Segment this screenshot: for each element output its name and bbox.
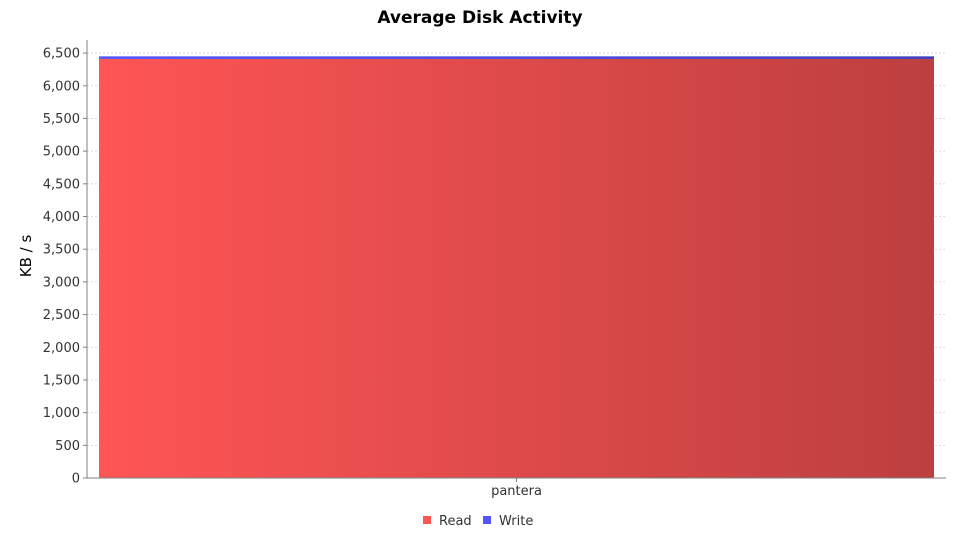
- y-tick-label: 2,000: [43, 341, 80, 356]
- y-tick-label: 5,000: [43, 145, 80, 160]
- legend-label-read: Read: [439, 514, 472, 529]
- y-tick-label: 3,500: [43, 243, 80, 258]
- x-tick-label: pantera: [491, 484, 542, 499]
- y-tick-label: 5,500: [43, 112, 80, 127]
- y-ticks: 0 500 1,000 1,500 2,000 2,500 3,000 3,500 4,000 4…: [43, 47, 87, 487]
- y-tick-label: 6,500: [43, 47, 80, 62]
- legend-swatch-write: [483, 516, 491, 524]
- y-tick-label: 2,500: [43, 308, 80, 323]
- chart-title: Average Disk Activity: [377, 8, 582, 28]
- y-axis-label: KB / s: [17, 235, 35, 278]
- y-tick-label: 3,000: [43, 275, 80, 290]
- legend: Read Write: [423, 514, 533, 529]
- legend-swatch-read: [423, 516, 431, 524]
- y-tick-label: 4,000: [43, 210, 80, 225]
- y-tick-label: 6,000: [43, 79, 80, 94]
- y-tick-label: 1,500: [43, 373, 80, 388]
- y-tick-label: 1,000: [43, 406, 80, 421]
- bar-write-pantera: [99, 56, 934, 59]
- bars: [99, 56, 934, 478]
- y-tick-label: 4,500: [43, 177, 80, 192]
- legend-label-write: Write: [499, 514, 533, 529]
- y-tick-label: 0: [72, 472, 80, 487]
- x-ticks: pantera: [491, 478, 542, 499]
- bar-read-pantera: [99, 58, 934, 478]
- y-tick-label: 500: [55, 439, 80, 454]
